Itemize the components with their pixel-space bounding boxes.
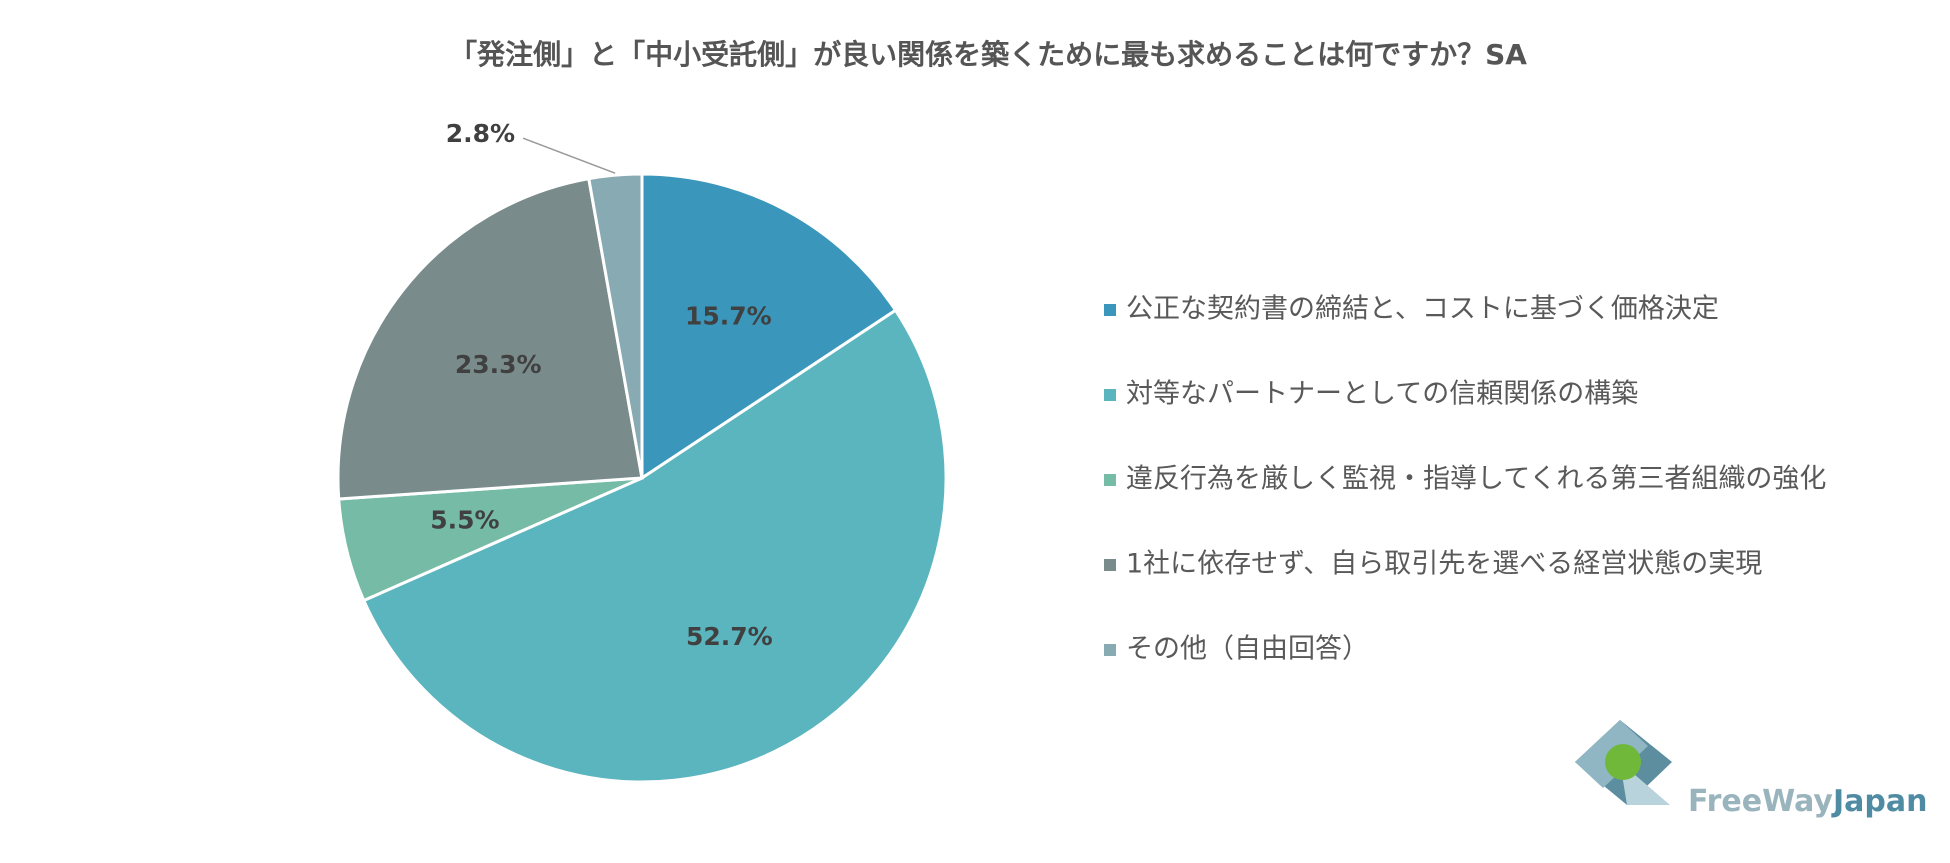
logo: FreeWayJapan [1575,720,1927,819]
pie-slice [336,176,644,501]
logo-text-part: Japan [1831,784,1927,819]
legend-marker [1104,389,1116,401]
legend-label: その他（自由回答） [1126,634,1369,665]
chart-title: 「発注側」と「中小受託側」が良い関係を築くために最も求めることは何ですか？SA [449,38,1527,71]
data-label: 15.7% [685,301,772,330]
logo-text: FreeWayJapan [1688,784,1927,819]
data-label: 23.3% [455,350,542,379]
pie-slice [640,172,898,481]
leader-line [522,137,616,174]
data-label: 5.5% [430,506,499,535]
legend-marker [1104,559,1116,571]
legend-label: 公正な契約書の締結と、コストに基づく価格決定 [1126,294,1719,325]
data-label: 52.7% [686,622,773,651]
pie-slice [361,308,948,784]
data-label: 2.8% [446,119,515,148]
legend-label: 1社に依存せず、自ら取引先を選べる経営状態の実現 [1126,549,1762,580]
legend-label: 対等なパートナーとしての信頼関係の構築 [1126,379,1638,410]
legend-marker [1104,304,1116,316]
logo-text-part: FreeWay [1688,784,1833,819]
logo-ball [1605,744,1641,780]
pie-slice [587,172,644,479]
legend-marker [1104,644,1116,656]
legend-label: 違反行為を厳しく監視・指導してくれる第三者組織の強化 [1126,464,1826,495]
legend-marker [1104,474,1116,486]
